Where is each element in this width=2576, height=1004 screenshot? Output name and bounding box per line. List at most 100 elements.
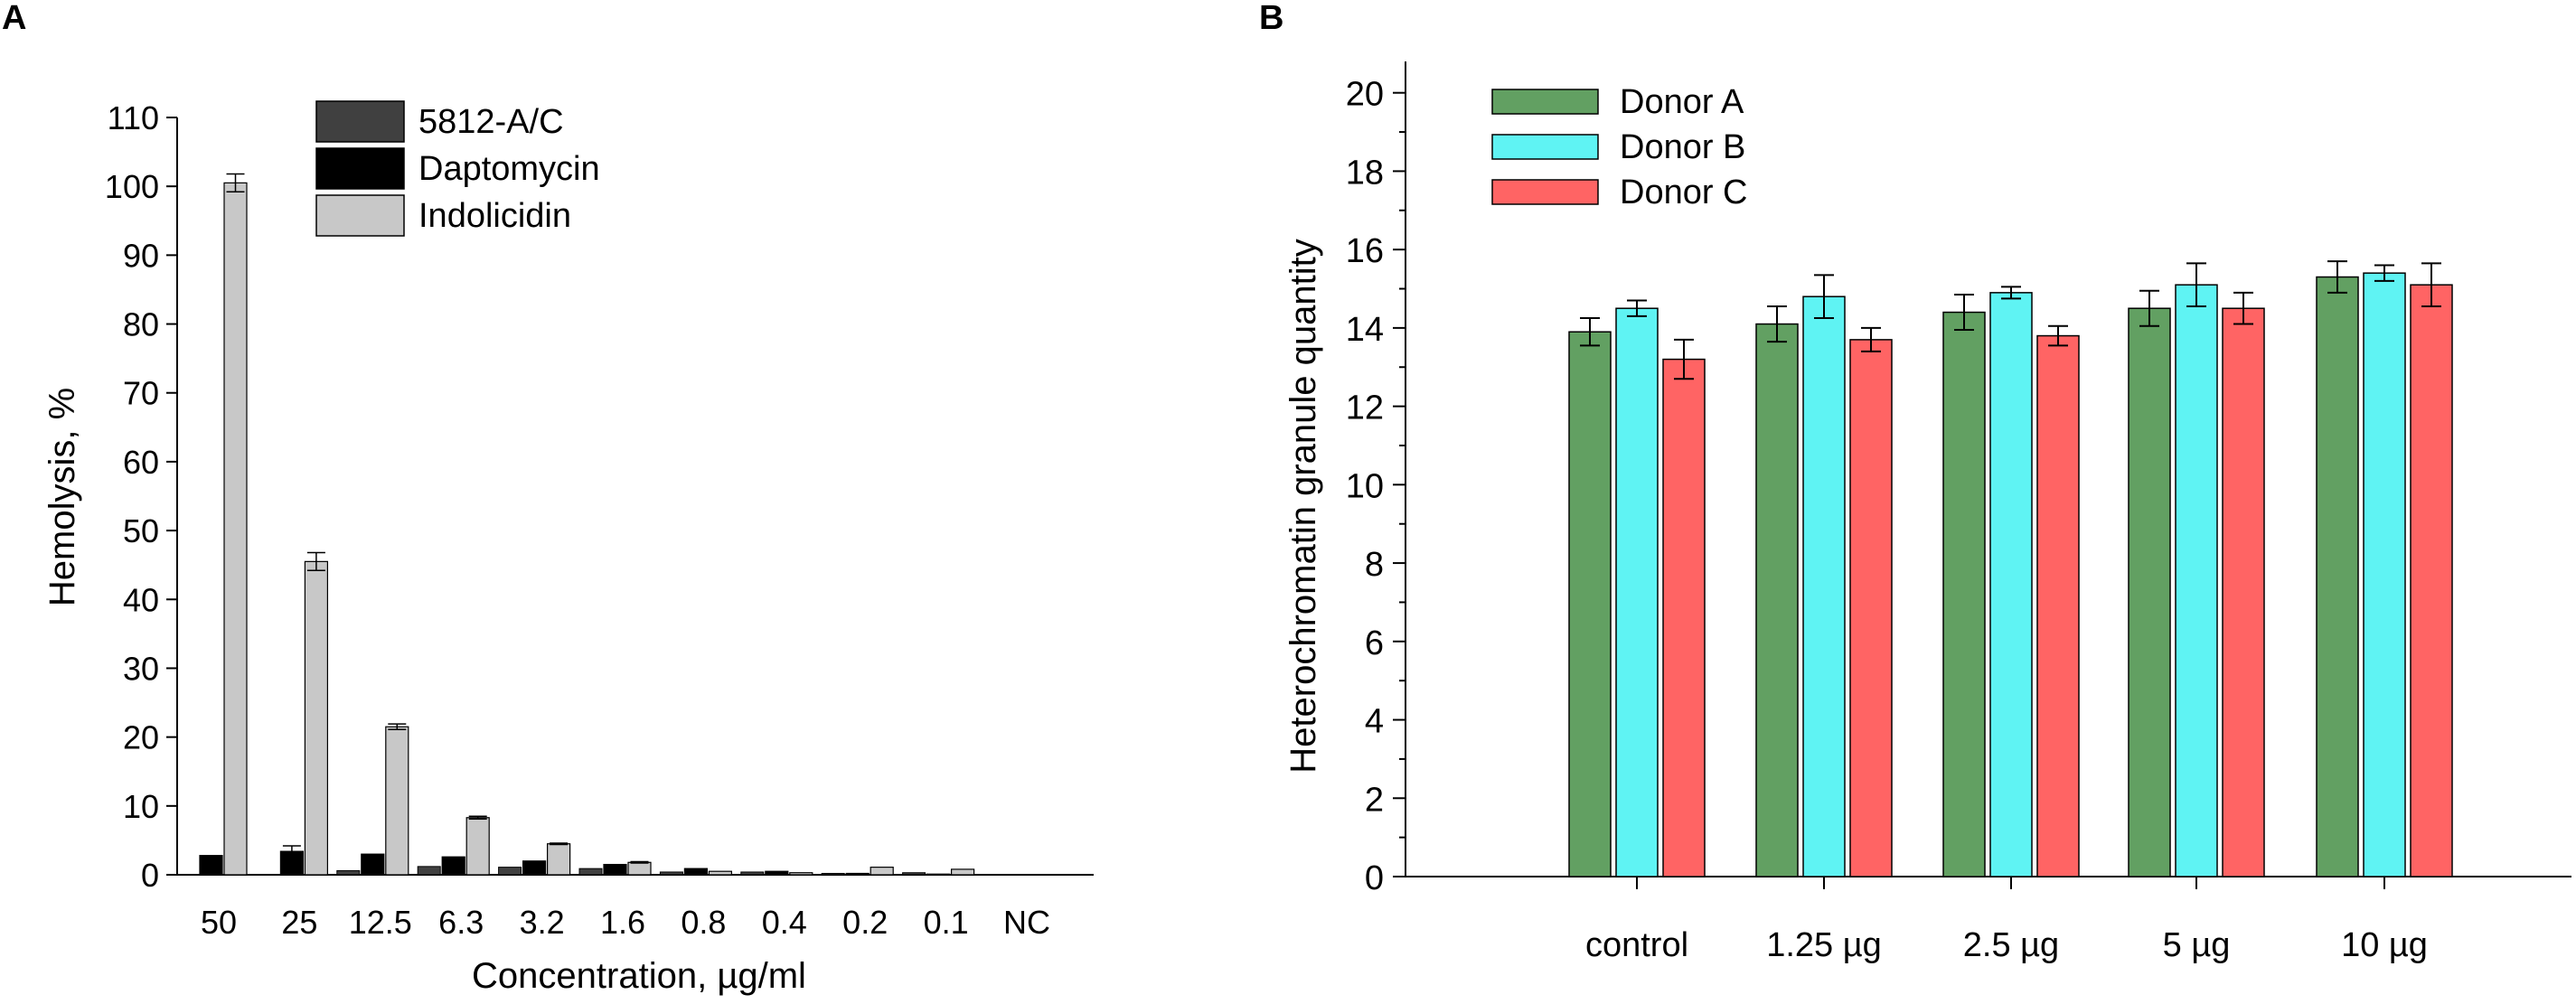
panel-b-x-tick-label: 10 µg [2341, 926, 2428, 964]
panel-a-bar-indolicidin [708, 870, 733, 876]
panel-a-bars [199, 182, 975, 876]
panel-b-x-tick-label: 5 µg [2163, 926, 2231, 964]
panel-b-y-tick-label: 4 [1365, 703, 1384, 741]
panel-a-y-tick-label: 30 [123, 650, 159, 687]
panel-b-y-tick-label: 14 [1346, 311, 1384, 349]
panel-b: B 0 2 4 6 8 10 12 14 16 18 20 control 1.25 µg 2.5 µg… [1259, 0, 2571, 964]
panel-b-legend-swatch [1491, 89, 1599, 115]
panel-a-x-tick-label: 0.4 [762, 904, 807, 941]
panel-a-x-axis-label: Concentration, µg/ml [472, 956, 806, 996]
panel-b-bar-donor-b [1615, 307, 1659, 877]
panel-b-y-tick-label: 16 [1346, 232, 1384, 270]
panel-b-y-tick-label: 6 [1365, 624, 1384, 662]
panel-a-bar-daptomycin [441, 856, 465, 876]
panel-a-x-ticks: 50 25 12.5 6.3 3.2 1.6 0.8 0.4 0.2 0.1 NC [201, 904, 1050, 941]
panel-b-bar-donor-c [1662, 358, 1706, 877]
panel-b-bar-donor-b [2175, 284, 2218, 877]
panel-b-bar-donor-a [1755, 323, 1799, 877]
panel-a-x-tick-label: 6.3 [438, 904, 484, 941]
panel-b-bar-donor-b [1802, 296, 1846, 877]
panel-a-bar-daptomycin [845, 872, 870, 876]
panel-b-legend-swatch [1491, 179, 1599, 205]
panel-a-y-tick-label: 50 [123, 512, 159, 549]
panel-b-x-tick-label: control [1585, 926, 1688, 964]
panel-b-y-ticks: 0 2 4 6 8 10 12 14 16 18 20 [1346, 76, 1406, 897]
panel-a-bar-5812 [578, 868, 603, 876]
panel-b-y-axis-label: Heterochromatin granule quantity [1283, 239, 1323, 773]
panel-a-bar-indolicidin [465, 817, 490, 876]
panel-b-bar-donor-a [1942, 311, 1986, 877]
panel-a-bar-indolicidin [304, 560, 328, 876]
panel-a-y-tick-label: 80 [123, 306, 159, 343]
panel-a-bar-5812 [821, 872, 845, 876]
panel-a-bar-indolicidin [385, 726, 409, 876]
panel-a-bar-indolicidin [627, 861, 652, 876]
panel-a-x-tick-label: 1.6 [600, 904, 645, 941]
panel-b-bar-donor-a [2316, 276, 2359, 877]
panel-a-bar-5812 [740, 871, 765, 876]
panel-a-legend-label: 5812-A/C [418, 103, 564, 141]
panel-a-x-tick-label: 0.8 [681, 904, 726, 941]
panel-a-y-tick-label: 20 [123, 719, 159, 756]
panel-a-bar-daptomycin [361, 853, 385, 876]
panel-a-y-tick-label: 0 [141, 857, 159, 894]
panel-b-bar-donor-c [2222, 307, 2265, 877]
panel-a-y-ticks: 0 10 20 30 40 50 60 70 80 90 100 110 [105, 99, 177, 894]
panel-b-bar-donor-a [1568, 331, 1612, 877]
panel-a-legend: 5812-A/C Daptomycin Indolicidin [315, 100, 600, 237]
panel-b-legend-swatch [1491, 134, 1599, 160]
panel-a-y-tick-label: 40 [123, 581, 159, 618]
panel-a-y-tick-label: 70 [123, 375, 159, 412]
panel-a-y-axis-label: Hemolysis, % [42, 388, 82, 606]
panel-b-y-tick-label: 12 [1346, 389, 1384, 427]
panel-a-bar-indolicidin [789, 872, 813, 876]
panel-a-bar-5812 [498, 867, 522, 876]
panel-b-bars [1568, 272, 2453, 877]
panel-a-y-tick-label: 60 [123, 444, 159, 481]
panel-a-bar-indolicidin [223, 182, 248, 876]
panel-a-bar-5812 [417, 866, 441, 876]
panel-a-x-tick-label: NC [1003, 904, 1050, 941]
panel-a-legend-swatch [315, 147, 405, 190]
panel-a-y-tick-label: 100 [105, 168, 159, 205]
panel-b-bar-donor-a [2128, 307, 2171, 877]
panel-b-y-tick-label: 0 [1365, 859, 1384, 897]
panel-a-bar-daptomycin [522, 860, 547, 876]
panel-a-bar-5812 [902, 872, 926, 876]
panel-b-legend-label: Donor C [1620, 174, 1748, 211]
panel-a: A 0 10 20 30 40 50 60 70 80 90 100 110 50 25 12.5 6.3 3… [2, 0, 1094, 996]
panel-b-legend-label: Donor A [1620, 83, 1744, 121]
panel-a-y-tick-label: 90 [123, 237, 159, 274]
panel-b-y-tick-label: 2 [1365, 781, 1384, 819]
panel-a-bar-indolicidin [870, 867, 894, 876]
panel-b-bar-donor-c [1849, 339, 1893, 877]
panel-a-bar-indolicidin [546, 843, 571, 876]
panel-a-bar-daptomycin [603, 863, 627, 876]
panel-a-legend-label: Daptomycin [418, 150, 600, 188]
panel-a-x-tick-label: 25 [281, 904, 317, 941]
panel-a-x-tick-label: 0.2 [842, 904, 888, 941]
panel-a-legend-swatch [315, 100, 405, 143]
panel-a-x-tick-label: 3.2 [520, 904, 565, 941]
panel-a-x-tick-label: 12.5 [349, 904, 412, 941]
panel-b-x-tick-label: 1.25 µg [1766, 926, 1882, 964]
panel-a-error-bars [226, 173, 649, 864]
panel-b-x-tick-label: 2.5 µg [1963, 926, 2059, 964]
panel-a-bar-daptomycin [683, 868, 709, 876]
panel-a-y-tick-label: 110 [108, 99, 159, 136]
panel-b-x-ticks: control 1.25 µg 2.5 µg 5 µg 10 µg [1585, 877, 2428, 964]
panel-a-x-tick-label: 0.1 [924, 904, 969, 941]
panel-a-label: A [2, 0, 26, 37]
panel-a-bar-indolicidin [950, 868, 975, 876]
panel-a-bar-daptomycin [199, 855, 223, 876]
panel-a-x-tick-label: 50 [201, 904, 237, 941]
panel-b-y-tick-label: 20 [1346, 76, 1384, 114]
panel-b-y-tick-label: 8 [1365, 546, 1384, 584]
panel-a-bar-daptomycin [765, 870, 789, 876]
panel-a-legend-label: Indolicidin [418, 197, 571, 235]
panel-b-label: B [1259, 0, 1283, 37]
panel-a-bar-5812 [336, 869, 361, 876]
panel-b-bar-donor-b [1989, 292, 2033, 877]
panel-b-y-tick-label: 18 [1346, 154, 1384, 192]
